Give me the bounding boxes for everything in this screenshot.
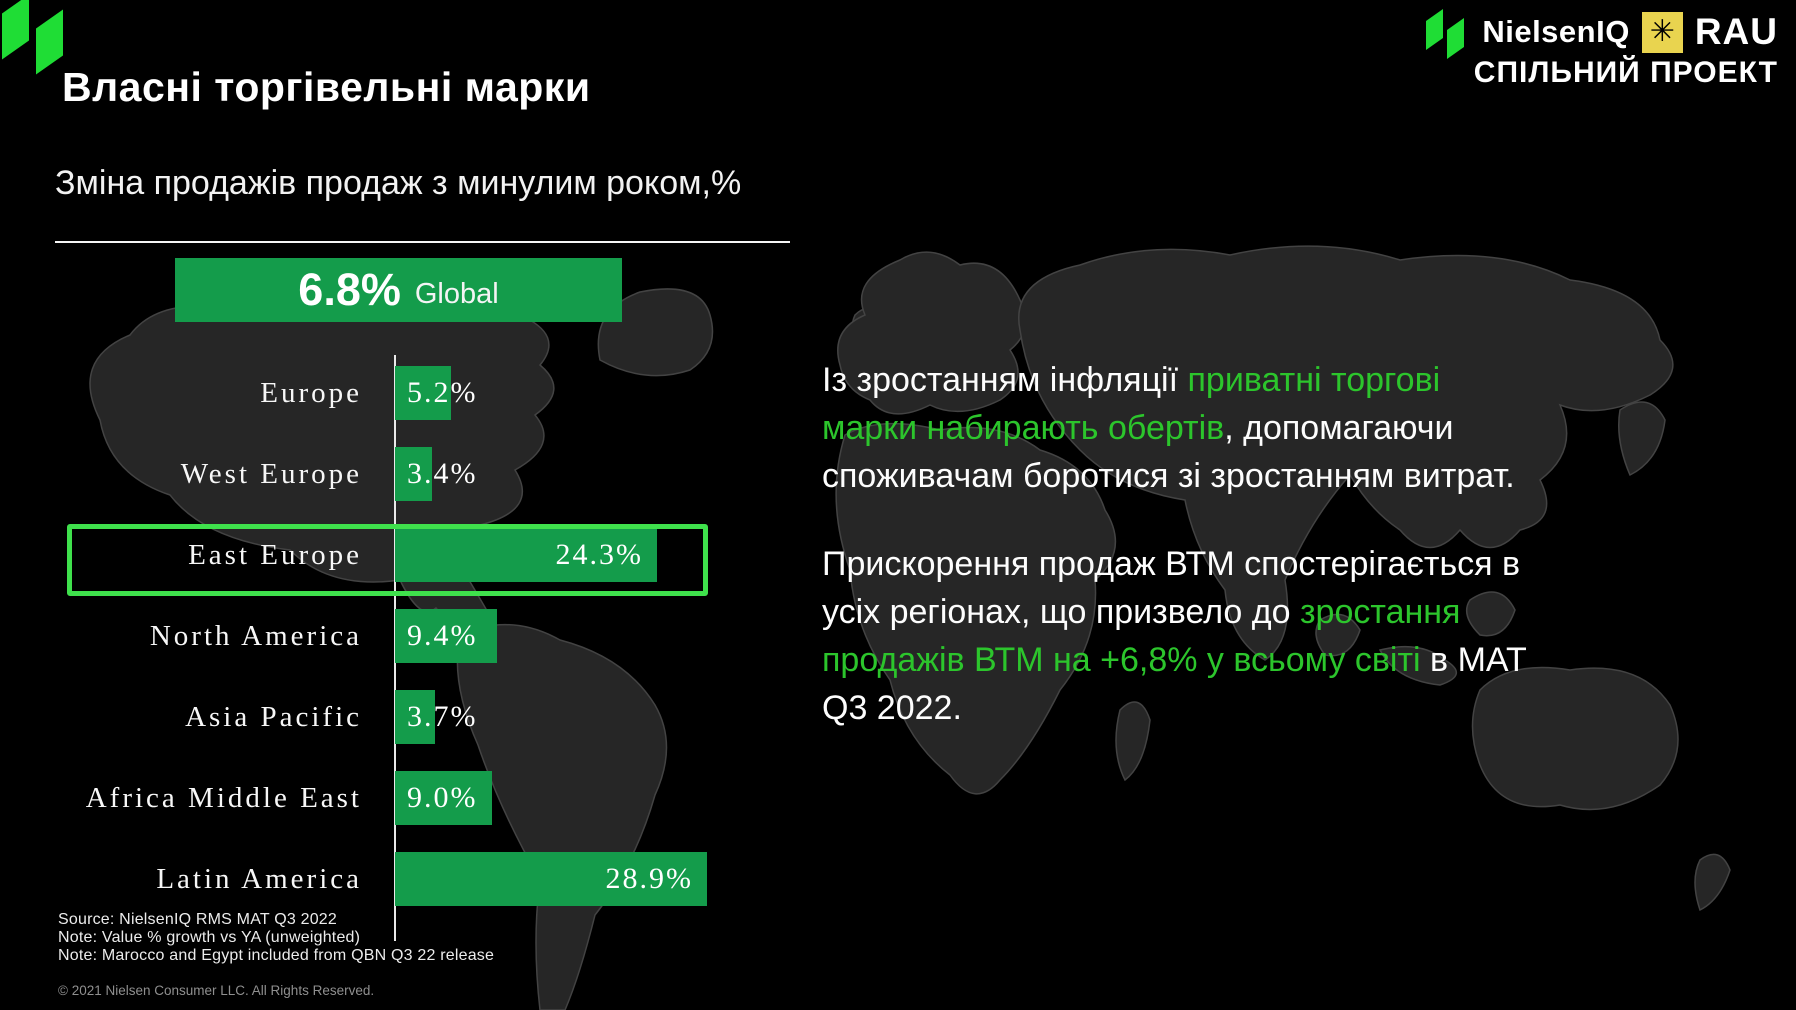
chart-category-label: North America	[149, 620, 362, 652]
chart-row: West Europe 3.4%	[55, 434, 715, 515]
insight-paragraph-2: Прискорення продаж ВТМ спостерігається в…	[822, 540, 1752, 732]
nielseniq-mark-icon	[0, 0, 74, 75]
rau-star-icon: ✳	[1641, 11, 1683, 53]
chart-category-label: Africa Middle East	[85, 782, 362, 814]
page-title: Власні торгівельні марки	[62, 64, 591, 110]
copyright-note: © 2021 Nielsen Consumer LLC. All Rights …	[58, 983, 375, 998]
chart-bar: 24.3%	[395, 528, 657, 582]
nielseniq-mark-small-icon	[1424, 9, 1470, 59]
chart-row: Latin America 28.9%	[55, 839, 715, 920]
plain-text: споживачам боротися зі зростанням витрат…	[822, 457, 1515, 495]
chart-row: Asia Pacific 3.7%	[55, 677, 715, 758]
subtitle-divider	[55, 241, 790, 243]
plain-text: , допомагаючи	[1224, 409, 1454, 447]
highlighted-text: продажів ВТМ на +6,8% у всьому світі	[822, 641, 1421, 679]
plain-text: в MAT	[1420, 641, 1527, 679]
global-growth-value: 6.8%	[298, 264, 401, 315]
chart-value-label: 24.3%	[555, 538, 643, 571]
chart-value-label: 28.9%	[605, 862, 693, 895]
rau-logo-text: RAU	[1694, 11, 1778, 52]
chart-row: Europe 5.2%	[55, 353, 715, 434]
joint-project-label: СПІЛЬНИЙ ПРОЕКТ	[1473, 56, 1778, 89]
chart-value-label: 3.7%	[407, 700, 478, 733]
note-1: Note: Value % growth vs YA (unweighted)	[58, 929, 361, 946]
highlighted-text: приватні торгові	[1187, 361, 1441, 399]
plain-text: усіх регіонах, що призвело до	[822, 593, 1300, 631]
chart-bar: 9.4%	[395, 609, 497, 663]
chart-row: North America 9.4%	[55, 596, 715, 677]
nielseniq-logo-text: NielsenIQ	[1482, 14, 1630, 49]
chart-row-highlighted: East Europe 24.3%	[55, 515, 715, 596]
chart-value-label: 9.0%	[407, 781, 478, 814]
chart-row: Africa Middle East 9.0%	[55, 758, 715, 839]
footnotes: Source: NielsenIQ RMS MAT Q3 2022 Note: …	[58, 911, 494, 965]
chart-value-label: 5.2%	[407, 376, 478, 409]
chart-bar: 28.9%	[395, 852, 707, 906]
chart-category-label: Asia Pacific	[185, 701, 362, 733]
chart-subtitle: Зміна продажів продаж з минулим роком,%	[55, 164, 742, 202]
plain-text: Прискорення продаж ВТМ спостерігається в	[822, 545, 1521, 583]
global-growth-label: Global	[414, 277, 499, 310]
plain-text: Q3 2022.	[822, 689, 962, 727]
insight-paragraph-1: Із зростанням інфляції приватні торгові м…	[822, 356, 1752, 500]
global-growth-badge: 6.8% Global	[175, 258, 622, 322]
chart-value-label: 9.4%	[407, 619, 478, 652]
chart-category-label: Latin America	[156, 863, 362, 895]
plain-text: Із зростанням інфляції	[822, 361, 1188, 399]
insight-text-block: Із зростанням інфляції приватні торгові м…	[822, 356, 1752, 732]
highlighted-text: зростання	[1299, 593, 1461, 631]
note-2: Note: Marocco and Egypt included from QB…	[58, 947, 495, 964]
region-growth-bar-chart: Europe 5.2% West Europe 3.4% East Europe 24.3…	[55, 353, 715, 941]
world-map-icon	[89, 245, 1731, 1010]
chart-rows: Europe 5.2% West Europe 3.4% East Europe 24.3…	[55, 353, 715, 920]
chart-category-label: West Europe	[180, 458, 362, 490]
highlighted-text: марки набирають обертів	[822, 409, 1225, 447]
header-logos: NielsenIQ ✳ RAU СПІЛЬНИЙ ПРОЕКТ	[1424, 9, 1778, 90]
chart-category-label: Europe	[260, 377, 362, 409]
chart-category-label: East Europe	[188, 539, 362, 571]
source-note: Source: NielsenIQ RMS MAT Q3 2022	[58, 911, 338, 928]
chart-bar: 9.0%	[395, 771, 492, 825]
chart-bar: 3.7%	[395, 690, 476, 744]
chart-value-label: 3.4%	[407, 457, 478, 490]
chart-bar: 3.4%	[395, 447, 476, 501]
chart-bar: 5.2%	[395, 366, 476, 420]
